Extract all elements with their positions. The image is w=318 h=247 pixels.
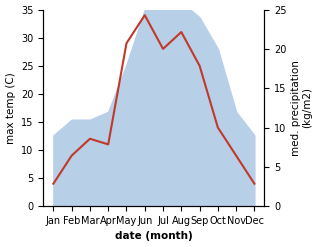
Y-axis label: max temp (C): max temp (C) [5, 72, 16, 144]
Y-axis label: med. precipitation
(kg/m2): med. precipitation (kg/m2) [291, 60, 313, 156]
X-axis label: date (month): date (month) [115, 231, 193, 242]
